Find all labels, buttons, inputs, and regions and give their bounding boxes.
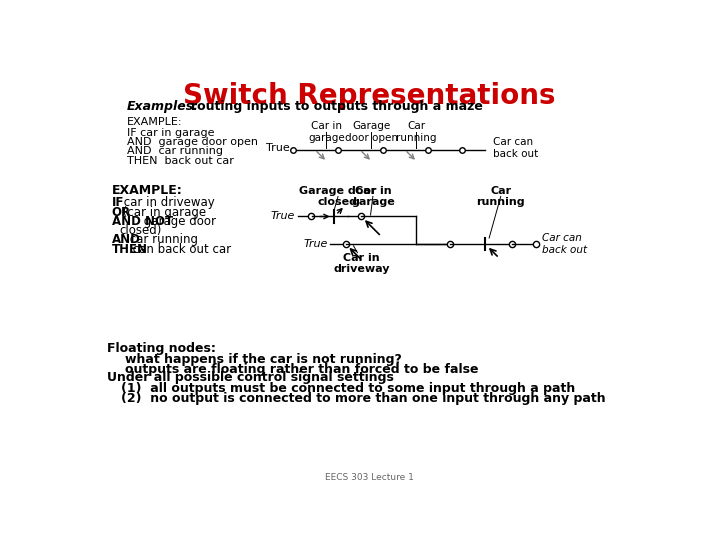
- Text: AND  garage door open: AND garage door open: [127, 137, 258, 147]
- Text: Under all possible control signal settings: Under all possible control signal settin…: [107, 372, 394, 384]
- Text: True: True: [266, 143, 290, 153]
- Text: AND NOT: AND NOT: [112, 215, 173, 228]
- Text: outputs are floating rather than forced to be false: outputs are floating rather than forced …: [125, 363, 478, 376]
- Text: Garage
door open: Garage door open: [345, 121, 398, 143]
- Text: AND: AND: [112, 233, 140, 246]
- Text: can back out car: can back out car: [129, 242, 231, 255]
- Text: Car can
back out: Car can back out: [542, 233, 587, 255]
- Text: THEN  back out car: THEN back out car: [127, 156, 234, 166]
- Text: Car in
garage: Car in garage: [351, 186, 395, 207]
- Text: Car in
garage: Car in garage: [308, 121, 345, 143]
- Text: Examples:: Examples:: [127, 100, 199, 113]
- Text: (car in garage: (car in garage: [120, 206, 207, 219]
- Text: IF: IF: [112, 197, 124, 210]
- Text: AND  car running: AND car running: [127, 146, 223, 157]
- Text: Switch Representations: Switch Representations: [183, 82, 555, 110]
- Text: THEN: THEN: [112, 242, 148, 255]
- Text: Garage door
closed: Garage door closed: [300, 186, 377, 207]
- Text: IF car in garage: IF car in garage: [127, 128, 215, 138]
- Text: (2)  no output is connected to more than one input through any path: (2) no output is connected to more than …: [121, 392, 606, 405]
- Text: OR: OR: [112, 206, 131, 219]
- Text: EECS 303 Lecture 1: EECS 303 Lecture 1: [325, 473, 413, 482]
- Text: EXAMPLE:: EXAMPLE:: [127, 117, 183, 127]
- Text: routing inputs to outputs through a maze: routing inputs to outputs through a maze: [191, 100, 482, 113]
- Text: True: True: [304, 239, 328, 249]
- Text: EXAMPLE:: EXAMPLE:: [112, 184, 182, 197]
- Text: Car in
driveway: Car in driveway: [333, 253, 390, 274]
- Text: what happens if the car is not running?: what happens if the car is not running?: [125, 353, 402, 366]
- Text: Floating nodes:: Floating nodes:: [107, 342, 216, 355]
- Text: Car
running: Car running: [396, 121, 436, 143]
- Text: garage door: garage door: [140, 215, 215, 228]
- Text: closed): closed): [120, 224, 162, 237]
- Text: True: True: [271, 212, 295, 221]
- Text: car in driveway: car in driveway: [120, 197, 215, 210]
- Text: Car
running: Car running: [477, 186, 525, 207]
- Text: car running: car running: [126, 233, 198, 246]
- Text: Car can
back out: Car can back out: [493, 137, 539, 159]
- Text: (1)  all outputs must be connected to some input through a path: (1) all outputs must be connected to som…: [121, 382, 575, 395]
